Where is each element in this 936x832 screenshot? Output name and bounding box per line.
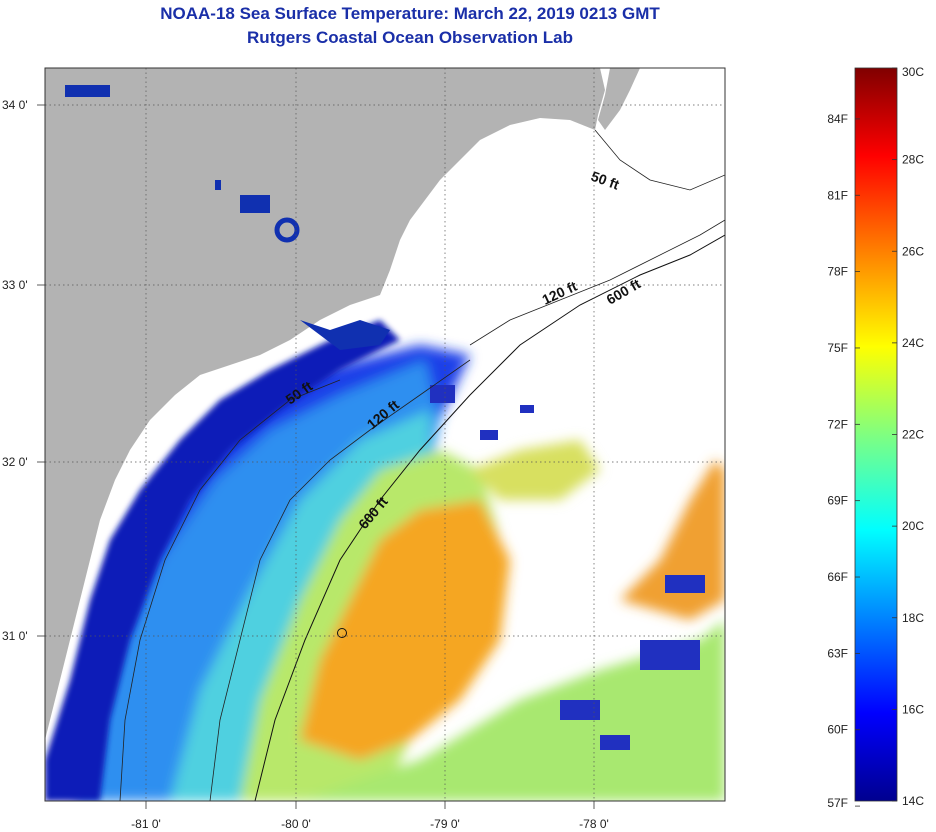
- colorbar-celsius-labels: 30C 28C 26C 24C 22C 20C 18C 16C 14C: [902, 65, 924, 808]
- map-frame: [44, 67, 726, 802]
- colorbar-fahrenheit-label: 66F: [827, 570, 848, 584]
- cloud-edge-patches: [430, 385, 705, 750]
- colorbar-celsius-label: 20C: [902, 519, 924, 533]
- colorbar-fahrenheit-label: 78F: [827, 265, 848, 279]
- cold-coastal-band: [45, 320, 400, 801]
- colorbar-fahrenheit-label: 57F: [827, 796, 848, 810]
- colorbar-celsius-label: 30C: [902, 65, 924, 79]
- colorbar: 30C 28C 26C 24C 22C 20C 18C 16C 14C 84F 81F 78F 75F…: [827, 65, 924, 810]
- colorbar-celsius-label: 26C: [902, 244, 924, 258]
- lon-label-81: -81 0': [131, 817, 161, 831]
- colorbar-celsius-label: 18C: [902, 611, 924, 625]
- map-area: 50 ft 120 ft 600 ft 50 ft 120 ft 600 ft: [45, 68, 725, 801]
- grid-lines: [45, 68, 725, 801]
- colorbar-fahrenheit-label: 75F: [827, 341, 848, 355]
- lon-label-78: -78 0': [579, 817, 609, 831]
- colorbar-fahrenheit-label: 84F: [827, 112, 848, 126]
- contour-50ft-south: [119, 379, 341, 801]
- colorbar-fahrenheit-label: 60F: [827, 723, 848, 737]
- colorbar-celsius-label: 28C: [902, 153, 924, 167]
- colorbar-fahrenheit-label: 72F: [827, 417, 848, 431]
- contour-120ft-south: [209, 359, 471, 801]
- lat-label-32: 32 0': [2, 455, 28, 469]
- inland-water: [65, 85, 390, 350]
- contour-50ft: [594, 129, 725, 191]
- colorbar-celsius-label: 22C: [902, 428, 924, 442]
- colorbar-celsius-label: 14C: [902, 794, 924, 808]
- colorbar-ticks: [855, 67, 897, 807]
- colorbar-fahrenheit-label: 63F: [827, 646, 848, 660]
- buoy-marker: [337, 628, 347, 638]
- lon-label-80: -80 0': [281, 817, 311, 831]
- colorbar-celsius-label: 16C: [902, 702, 924, 716]
- lat-label-31: 31 0': [2, 629, 28, 643]
- map-subtitle: Rutgers Coastal Ocean Observation Lab: [247, 28, 573, 47]
- contour-120ft: [469, 219, 725, 346]
- axis-ticks: [37, 104, 595, 809]
- map-title: NOAA-18 Sea Surface Temperature: March 2…: [160, 4, 660, 23]
- colorbar-fahrenheit-labels: 84F 81F 78F 75F 72F 69F 66F 63F 60F 57F: [827, 112, 848, 810]
- lon-label-79: -79 0': [430, 817, 460, 831]
- colorbar-strip: [854, 67, 898, 802]
- colorbar-celsius-label: 24C: [902, 336, 924, 350]
- contour-600ft: [254, 234, 725, 801]
- lat-label-34: 34 0': [2, 98, 28, 112]
- land-north: [598, 68, 640, 130]
- land: [45, 68, 605, 740]
- colorbar-fahrenheit-label: 69F: [827, 494, 848, 508]
- lat-label-33: 33 0': [2, 278, 28, 292]
- colorbar-fahrenheit-label: 81F: [827, 188, 848, 202]
